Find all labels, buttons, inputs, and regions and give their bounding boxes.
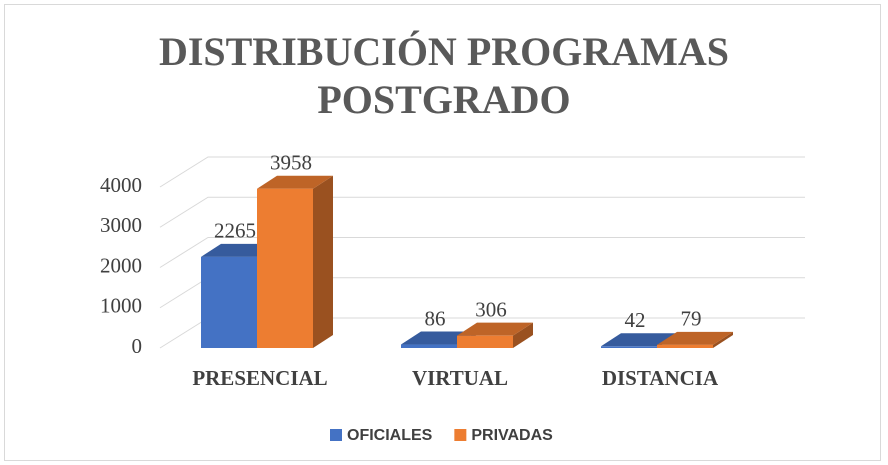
x-tick-label: VIRTUAL (412, 366, 508, 390)
x-tick-label: PRESENCIAL (192, 366, 327, 390)
bar-face (601, 346, 657, 348)
value-label: 3958 (270, 151, 312, 175)
bar-top (457, 322, 533, 336)
bar-face (201, 256, 257, 348)
legend-swatch (330, 429, 342, 441)
bar (657, 331, 733, 348)
bar-face (457, 335, 513, 348)
value-label: 42 (625, 308, 646, 332)
chart-border (4, 4, 881, 461)
bar-face (257, 188, 313, 348)
y-tick-label: 4000 (100, 173, 142, 197)
y-tick-label: 1000 (100, 294, 142, 318)
bar (457, 322, 533, 348)
y-tick-label: 0 (132, 334, 143, 358)
grid-line (159, 196, 805, 228)
value-label: 2265 (214, 219, 256, 243)
legend-label: OFICIALES (347, 427, 433, 444)
x-tick-label: DISTANCIA (602, 366, 719, 390)
y-tick-label: 3000 (100, 213, 142, 237)
value-label: 86 (425, 306, 446, 330)
grid-line (159, 156, 805, 188)
chart-title: DISTRIBUCIÓN PROGRAMAS POSTGRADO (158, 29, 730, 122)
bar-face (401, 344, 457, 348)
bar-side (713, 331, 733, 348)
value-label: 79 (681, 307, 702, 331)
bar-side (313, 175, 333, 348)
y-tick-label: 2000 (100, 253, 142, 277)
legend-swatch (454, 429, 467, 441)
value-label: 306 (475, 297, 507, 321)
bar-face (657, 344, 713, 348)
bar-side (513, 322, 533, 348)
bar (257, 175, 333, 348)
bar-top (657, 331, 733, 345)
grid-line (159, 237, 805, 268)
legend-label: PRIVADAS (471, 427, 553, 444)
bar-top (257, 175, 333, 189)
bar-top (601, 333, 677, 347)
